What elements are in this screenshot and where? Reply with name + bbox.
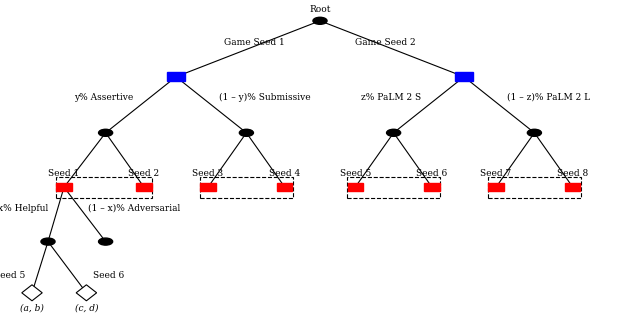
Text: Seed 8: Seed 8 bbox=[557, 169, 588, 178]
Bar bbox=[277, 183, 292, 191]
Circle shape bbox=[41, 238, 55, 245]
Bar bbox=[56, 177, 152, 198]
Text: Seed 6: Seed 6 bbox=[93, 271, 124, 280]
Text: Seed 1: Seed 1 bbox=[49, 169, 79, 178]
Bar bbox=[167, 72, 185, 81]
Bar bbox=[347, 177, 440, 198]
Polygon shape bbox=[22, 285, 42, 301]
Circle shape bbox=[527, 129, 541, 136]
Circle shape bbox=[239, 129, 253, 136]
Text: (1 – x)% Adversarial: (1 – x)% Adversarial bbox=[88, 204, 180, 213]
Circle shape bbox=[387, 129, 401, 136]
Bar bbox=[200, 183, 216, 191]
Text: Seed 5: Seed 5 bbox=[0, 271, 26, 280]
Bar bbox=[136, 183, 152, 191]
Text: Seed 5: Seed 5 bbox=[339, 169, 371, 178]
Bar bbox=[200, 177, 293, 198]
Polygon shape bbox=[76, 285, 97, 301]
Bar bbox=[424, 183, 440, 191]
Text: (1 – y)% Submissive: (1 – y)% Submissive bbox=[219, 92, 310, 101]
Bar bbox=[348, 183, 363, 191]
Text: x% Helpful: x% Helpful bbox=[0, 204, 49, 213]
Text: Seed 3: Seed 3 bbox=[193, 169, 223, 178]
Text: (1 – z)% PaLM 2 L: (1 – z)% PaLM 2 L bbox=[507, 92, 590, 101]
Text: y% Assertive: y% Assertive bbox=[74, 92, 133, 101]
Bar bbox=[565, 183, 580, 191]
Bar bbox=[488, 177, 581, 198]
Bar bbox=[56, 183, 72, 191]
Text: z% PaLM 2 S: z% PaLM 2 S bbox=[361, 92, 421, 101]
Circle shape bbox=[99, 129, 113, 136]
Text: Game Seed 1: Game Seed 1 bbox=[224, 38, 285, 47]
Circle shape bbox=[313, 17, 327, 24]
Text: Game Seed 2: Game Seed 2 bbox=[355, 38, 416, 47]
Circle shape bbox=[99, 238, 113, 245]
Bar bbox=[488, 183, 504, 191]
Text: Seed 2: Seed 2 bbox=[129, 169, 159, 178]
Text: Seed 6: Seed 6 bbox=[417, 169, 447, 178]
Bar bbox=[455, 72, 473, 81]
Text: Seed 4: Seed 4 bbox=[269, 169, 300, 178]
Text: (c, d): (c, d) bbox=[75, 304, 98, 313]
Text: (a, b): (a, b) bbox=[20, 304, 44, 313]
Text: Root: Root bbox=[309, 5, 331, 14]
Text: Seed 7: Seed 7 bbox=[481, 169, 511, 178]
